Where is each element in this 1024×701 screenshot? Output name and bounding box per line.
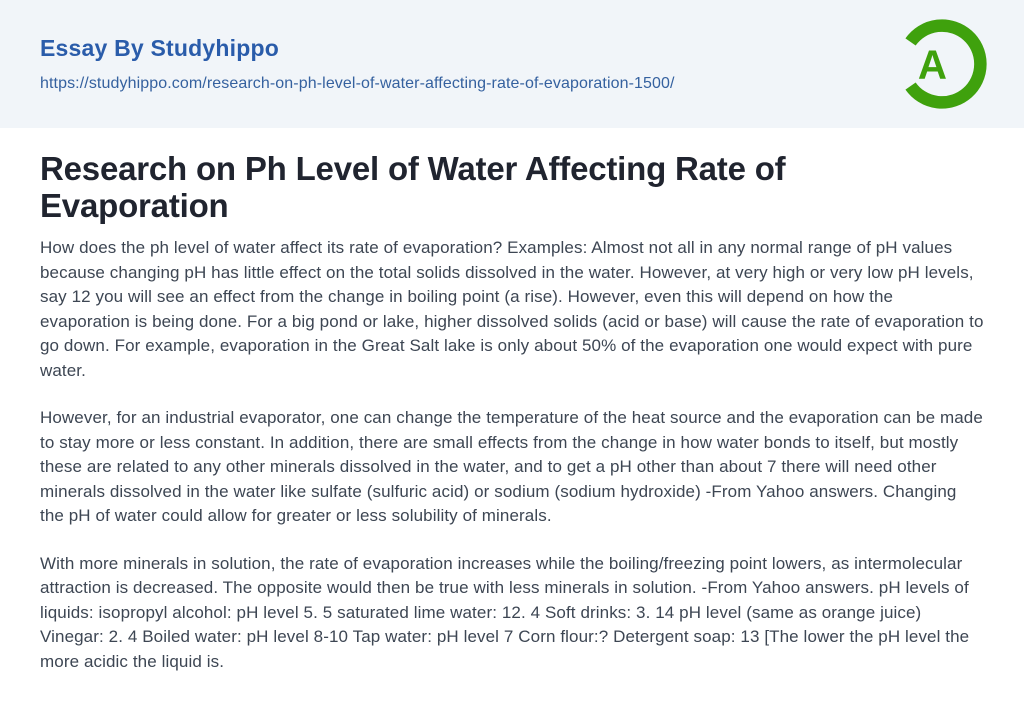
page-header: Essay By Studyhippo https://studyhippo.c…: [0, 0, 1024, 128]
source-url-link[interactable]: https://studyhippo.com/research-on-ph-le…: [40, 75, 675, 92]
site-title: Essay By Studyhippo: [40, 35, 279, 61]
logo-letter: A: [918, 41, 947, 87]
article-paragraph-1: How does the ph level of water affect it…: [40, 238, 984, 380]
article-paragraph-3: With more minerals in solution, the rate…: [40, 553, 970, 671]
article: Research on Ph Level of Water Affecting …: [0, 128, 1024, 674]
studyhippo-logo: A: [894, 16, 990, 112]
header-text-block: Essay By Studyhippo https://studyhippo.c…: [40, 35, 675, 93]
logo-arc-icon: A: [905, 19, 987, 109]
article-title: Research on Ph Level of Water Affecting …: [40, 150, 786, 224]
article-paragraph-2: However, for an industrial evaporator, o…: [40, 408, 983, 525]
